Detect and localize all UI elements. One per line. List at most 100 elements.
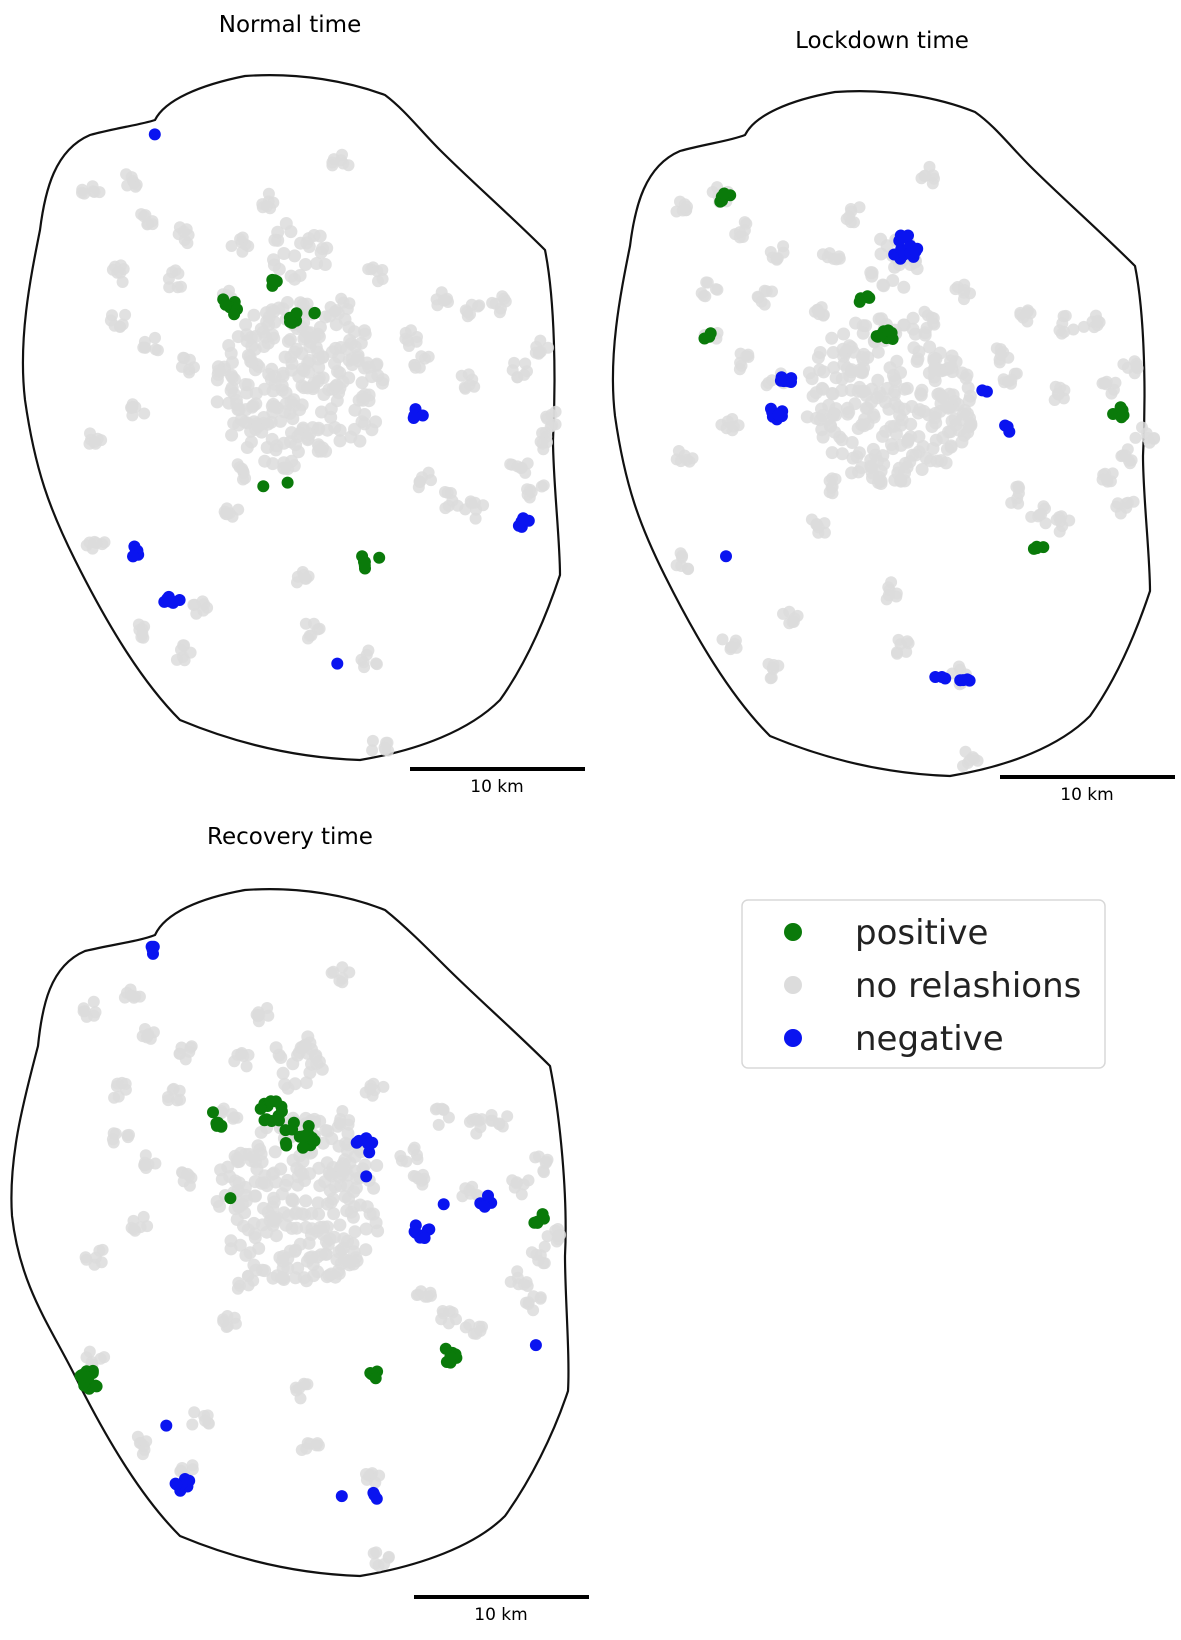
no-relation-cell <box>922 408 936 422</box>
no-relation-cell <box>310 1250 324 1264</box>
no-relation-cell <box>466 373 479 386</box>
no-relation-cell <box>107 1127 120 1140</box>
no-relation-cell <box>919 451 933 465</box>
no-relation-cell <box>333 1218 347 1232</box>
no-relation-cell <box>198 598 210 611</box>
no-relation-cell <box>139 209 152 222</box>
legend-item-no-relation: no relashions <box>784 966 1081 1006</box>
no-relation-cell <box>809 386 823 400</box>
no-relation-cell <box>162 1094 175 1107</box>
negative-cell <box>148 128 161 141</box>
no-relation-cell <box>274 1051 288 1064</box>
no-relation-cell <box>255 1263 269 1277</box>
negative-cell <box>897 231 910 244</box>
no-relation-cell <box>358 408 372 421</box>
no-relation-cell <box>891 646 903 659</box>
no-relation-cell <box>294 236 308 250</box>
no-relation-cell <box>355 376 369 390</box>
no-relation-cell <box>237 1050 250 1062</box>
no-relation-cell <box>305 629 318 642</box>
no-relation-cell <box>244 435 258 449</box>
negative-cell <box>408 409 421 422</box>
no-relation-cell <box>138 407 151 420</box>
no-relation-cell <box>151 344 164 357</box>
no-relation-cell <box>371 265 384 278</box>
no-relation-cell <box>108 319 121 332</box>
no-relation-cell <box>346 1210 360 1224</box>
no-relation-cell <box>811 351 825 364</box>
no-relation-cell <box>537 1166 550 1179</box>
negative-cell <box>335 1490 348 1503</box>
no-relation-cell <box>76 186 88 199</box>
negative-cell <box>366 1136 379 1149</box>
no-relation-cell <box>847 345 861 359</box>
positive-cell <box>1030 540 1043 553</box>
no-relation-cell <box>323 1232 337 1246</box>
no-relation-cell <box>506 458 519 471</box>
no-relation-cell <box>338 1190 352 1204</box>
positive-cell <box>280 1139 293 1152</box>
no-relation-cell <box>316 371 330 385</box>
no-relation-cell <box>525 1246 538 1259</box>
no-relation-cell <box>874 247 888 261</box>
negative-cell <box>179 1473 191 1485</box>
no-relation-cell <box>373 1469 386 1482</box>
negative-cell <box>976 384 989 397</box>
no-relation-cell <box>286 412 300 426</box>
no-relation-cell <box>536 437 549 450</box>
no-relation-cell <box>188 598 201 611</box>
no-relation-cell <box>311 1196 325 1210</box>
no-relation-cell <box>994 348 1007 361</box>
no-relation-cell <box>942 425 956 439</box>
no-relation-cell <box>890 354 904 368</box>
no-relation-cell <box>292 370 306 383</box>
no-relation-cell <box>710 283 722 296</box>
no-relation-cell <box>238 415 252 429</box>
positive-cell <box>281 476 294 489</box>
no-relation-cell <box>701 276 714 289</box>
negative-cell <box>370 1492 383 1505</box>
no-relation-cell <box>256 201 269 214</box>
no-relation-cell <box>186 1418 199 1431</box>
no-relation-cell <box>871 345 885 359</box>
no-relation-cell <box>927 351 941 365</box>
no-relation-cell <box>939 456 953 470</box>
no-relation-cell <box>437 1103 450 1116</box>
no-relation-cell <box>527 1290 540 1303</box>
positive-cell <box>257 480 270 493</box>
no-relation-cell <box>898 382 912 396</box>
no-relation-cell <box>942 401 955 415</box>
no-relation-cell <box>367 1547 380 1560</box>
no-relation-cell <box>230 1213 244 1226</box>
no-relation-cell <box>303 427 317 441</box>
no-relation-cell <box>215 1107 228 1119</box>
no-relation-cell <box>126 400 139 413</box>
no-relation-cell <box>366 734 379 747</box>
no-relation-cell <box>224 384 238 397</box>
no-relation-cell <box>244 1154 258 1168</box>
no-relation-cell <box>325 345 339 359</box>
scale-bar-label: 10 km <box>470 777 523 797</box>
no-relation-cell <box>247 308 261 322</box>
no-relation-cell <box>411 331 423 343</box>
negative-cell <box>437 1198 450 1211</box>
no-relation-cell <box>125 1221 138 1234</box>
no-relation-cell <box>958 278 971 291</box>
positive-cells <box>217 273 386 575</box>
no-relation-cell <box>338 1253 352 1267</box>
negative-cell <box>772 408 785 421</box>
no-relation-cell <box>670 559 683 572</box>
no-relation-cell <box>367 1207 380 1221</box>
no-relation-cell <box>817 309 830 322</box>
no-relation-cell <box>239 318 253 332</box>
no-relation-cell <box>166 1083 179 1096</box>
no-relation-cell <box>734 347 747 360</box>
no-relation-cell <box>529 1151 542 1164</box>
no-relation-cell <box>278 350 292 364</box>
no-relation-cell <box>422 350 435 363</box>
scale-bar: 10 km <box>414 1595 589 1625</box>
no-relation-cell <box>366 744 379 757</box>
no-relation-cell <box>271 225 285 239</box>
no-relation-cell <box>266 328 279 342</box>
no-relation-cell <box>515 1188 528 1201</box>
